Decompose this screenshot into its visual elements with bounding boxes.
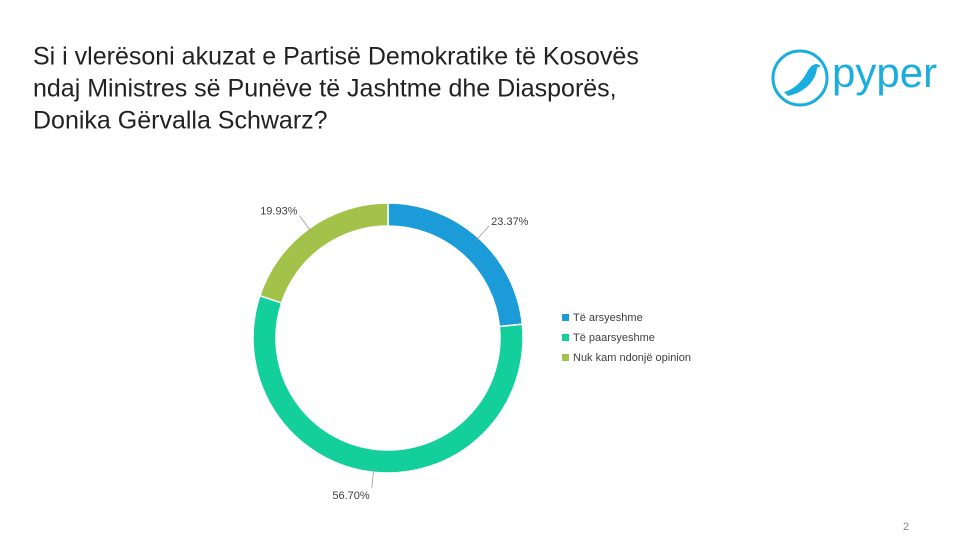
legend-swatch (562, 354, 569, 361)
leader-line (475, 225, 490, 242)
title-line: Si i vlerësoni akuzat e Partisë Demokrat… (33, 43, 639, 71)
legend-label: Të paarsyeshme (573, 332, 655, 344)
legend-label: Nuk kam ndonjë opinion (573, 352, 691, 364)
legend-swatch (562, 334, 569, 341)
title-line: ndaj Ministres së Punëve të Jashtme dhe … (33, 75, 617, 103)
data-label: 56.70% (332, 490, 370, 502)
leader-line (299, 215, 312, 233)
logo-ring (771, 49, 829, 107)
logo-bird (784, 64, 821, 96)
legend-swatch (562, 314, 569, 321)
logo-text: pyper (832, 49, 937, 96)
title-line: Donika Gërvalla Schwarz? (33, 107, 328, 135)
donut-slice (258, 202, 389, 304)
legend-label: Të arsyeshme (573, 312, 643, 324)
page-number: 2 (903, 521, 909, 533)
logo: pyper (771, 49, 937, 107)
data-label: 19.93% (260, 206, 298, 218)
leader-line (371, 468, 375, 489)
data-label: 23.37% (491, 216, 529, 228)
